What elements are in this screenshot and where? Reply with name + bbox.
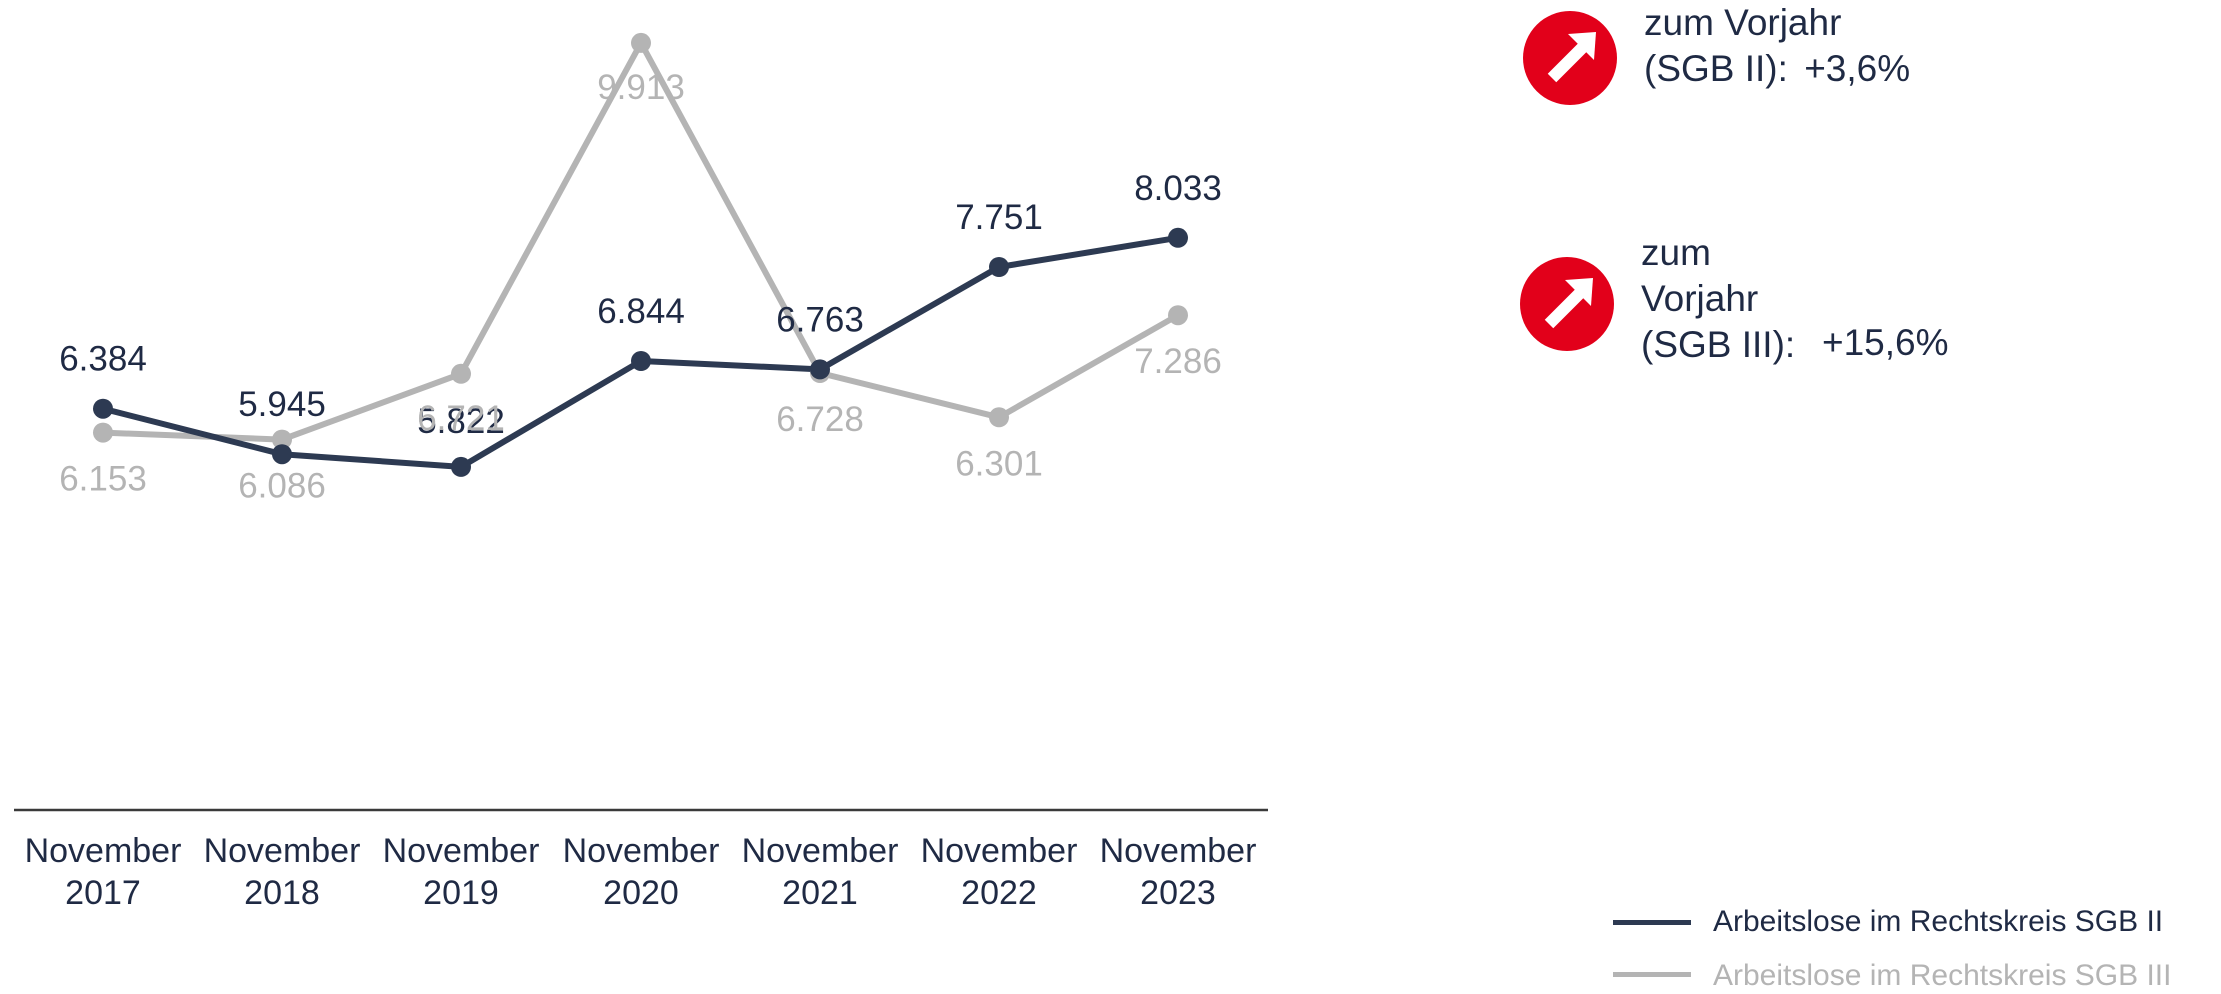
- data-label-sgb2: 8.033: [1134, 169, 1222, 208]
- x-tick-label: November: [25, 832, 182, 870]
- change-label-part: (SGB II):: [1644, 48, 1788, 89]
- legend-swatch-sgb2: [1613, 920, 1691, 925]
- x-tick-label: November: [1100, 832, 1257, 870]
- data-label-sgb2: 5.945: [238, 385, 326, 424]
- data-label-sgb3: 9.913: [597, 68, 685, 107]
- x-tick-label: 2020: [603, 874, 679, 912]
- data-label-sgb3: 6.153: [59, 460, 147, 499]
- x-tick-label: 2023: [1140, 874, 1216, 912]
- change-label-line: Vorjahr: [1641, 278, 1759, 319]
- x-tick-label: 2017: [65, 874, 141, 912]
- x-tick-label: November: [563, 832, 720, 870]
- data-point-sgb3: [93, 422, 113, 443]
- change-label-line: (SGB III):: [1641, 322, 1795, 368]
- data-label-sgb2: 6.844: [597, 292, 685, 331]
- data-point-sgb3: [272, 429, 292, 450]
- data-point-sgb2: [1168, 227, 1188, 248]
- data-point-sgb2: [272, 444, 292, 465]
- x-tick-label: November: [742, 832, 899, 870]
- data-point-sgb2: [989, 257, 1009, 277]
- change-label-line: zum Vorjahr: [1644, 2, 1842, 43]
- x-tick-label: November: [204, 832, 361, 870]
- data-label-sgb3: 6.301: [955, 444, 1043, 483]
- data-label-sgb2: 5.822: [417, 402, 505, 441]
- data-point-sgb2: [810, 359, 830, 380]
- arrow-up-right-icon: [1523, 11, 1617, 105]
- legend-label-sgb2: Arbeitslose im Rechtskreis SGB II: [1713, 905, 2164, 938]
- data-label-sgb3: 6.728: [776, 400, 864, 439]
- data-label-sgb2: 6.384: [59, 340, 147, 379]
- line-chart: 6.384 5.945 5.822 6.844 6.763 7.751 8.033 6.153…: [14, 32, 1268, 912]
- arrow-up-right-icon: [1520, 257, 1614, 351]
- change-badge-sgb3: [1519, 256, 1615, 352]
- change-label-part: (SGB III):: [1641, 324, 1796, 365]
- data-point-sgb3: [1168, 305, 1188, 326]
- data-label-sgb3: 7.286: [1134, 342, 1222, 381]
- data-point-sgb2: [631, 351, 651, 371]
- x-tick-label: 2022: [961, 874, 1037, 912]
- legend-label-sgb3: Arbeitslose im Rechtskreis SGB III: [1713, 959, 2172, 992]
- change-label-line: (SGB II): +3,6%: [1644, 46, 1910, 92]
- x-tick-label: 2019: [423, 874, 499, 912]
- data-point-sgb2: [451, 456, 471, 477]
- x-tick-label: November: [383, 832, 540, 870]
- data-label-sgb3: 6.721: [417, 399, 505, 438]
- data-point-sgb3: [451, 363, 471, 384]
- x-tick-label: November: [921, 832, 1078, 870]
- x-tick-label: 2018: [244, 874, 320, 912]
- x-tick-label: 2021: [782, 874, 858, 912]
- change-label-sgb3: zum Vorjahr (SGB III):: [1641, 230, 1795, 368]
- change-label-line: zum: [1641, 232, 1711, 273]
- change-value-sgb3: +15,6%: [1822, 322, 1949, 363]
- data-label-sgb3: 6.086: [238, 467, 326, 506]
- data-point-sgb3: [631, 32, 651, 53]
- data-label-sgb2: 7.751: [955, 198, 1043, 237]
- data-point-sgb3: [989, 407, 1009, 428]
- change-badge-sgb2: [1522, 10, 1618, 106]
- data-label-sgb2: 6.763: [776, 300, 864, 339]
- change-value-sgb2: +3,6%: [1804, 48, 1911, 89]
- change-label-sgb2: zum Vorjahr (SGB II): +3,6%: [1644, 0, 1910, 92]
- data-point-sgb2: [93, 398, 113, 419]
- legend-swatch-sgb3: [1613, 972, 1691, 977]
